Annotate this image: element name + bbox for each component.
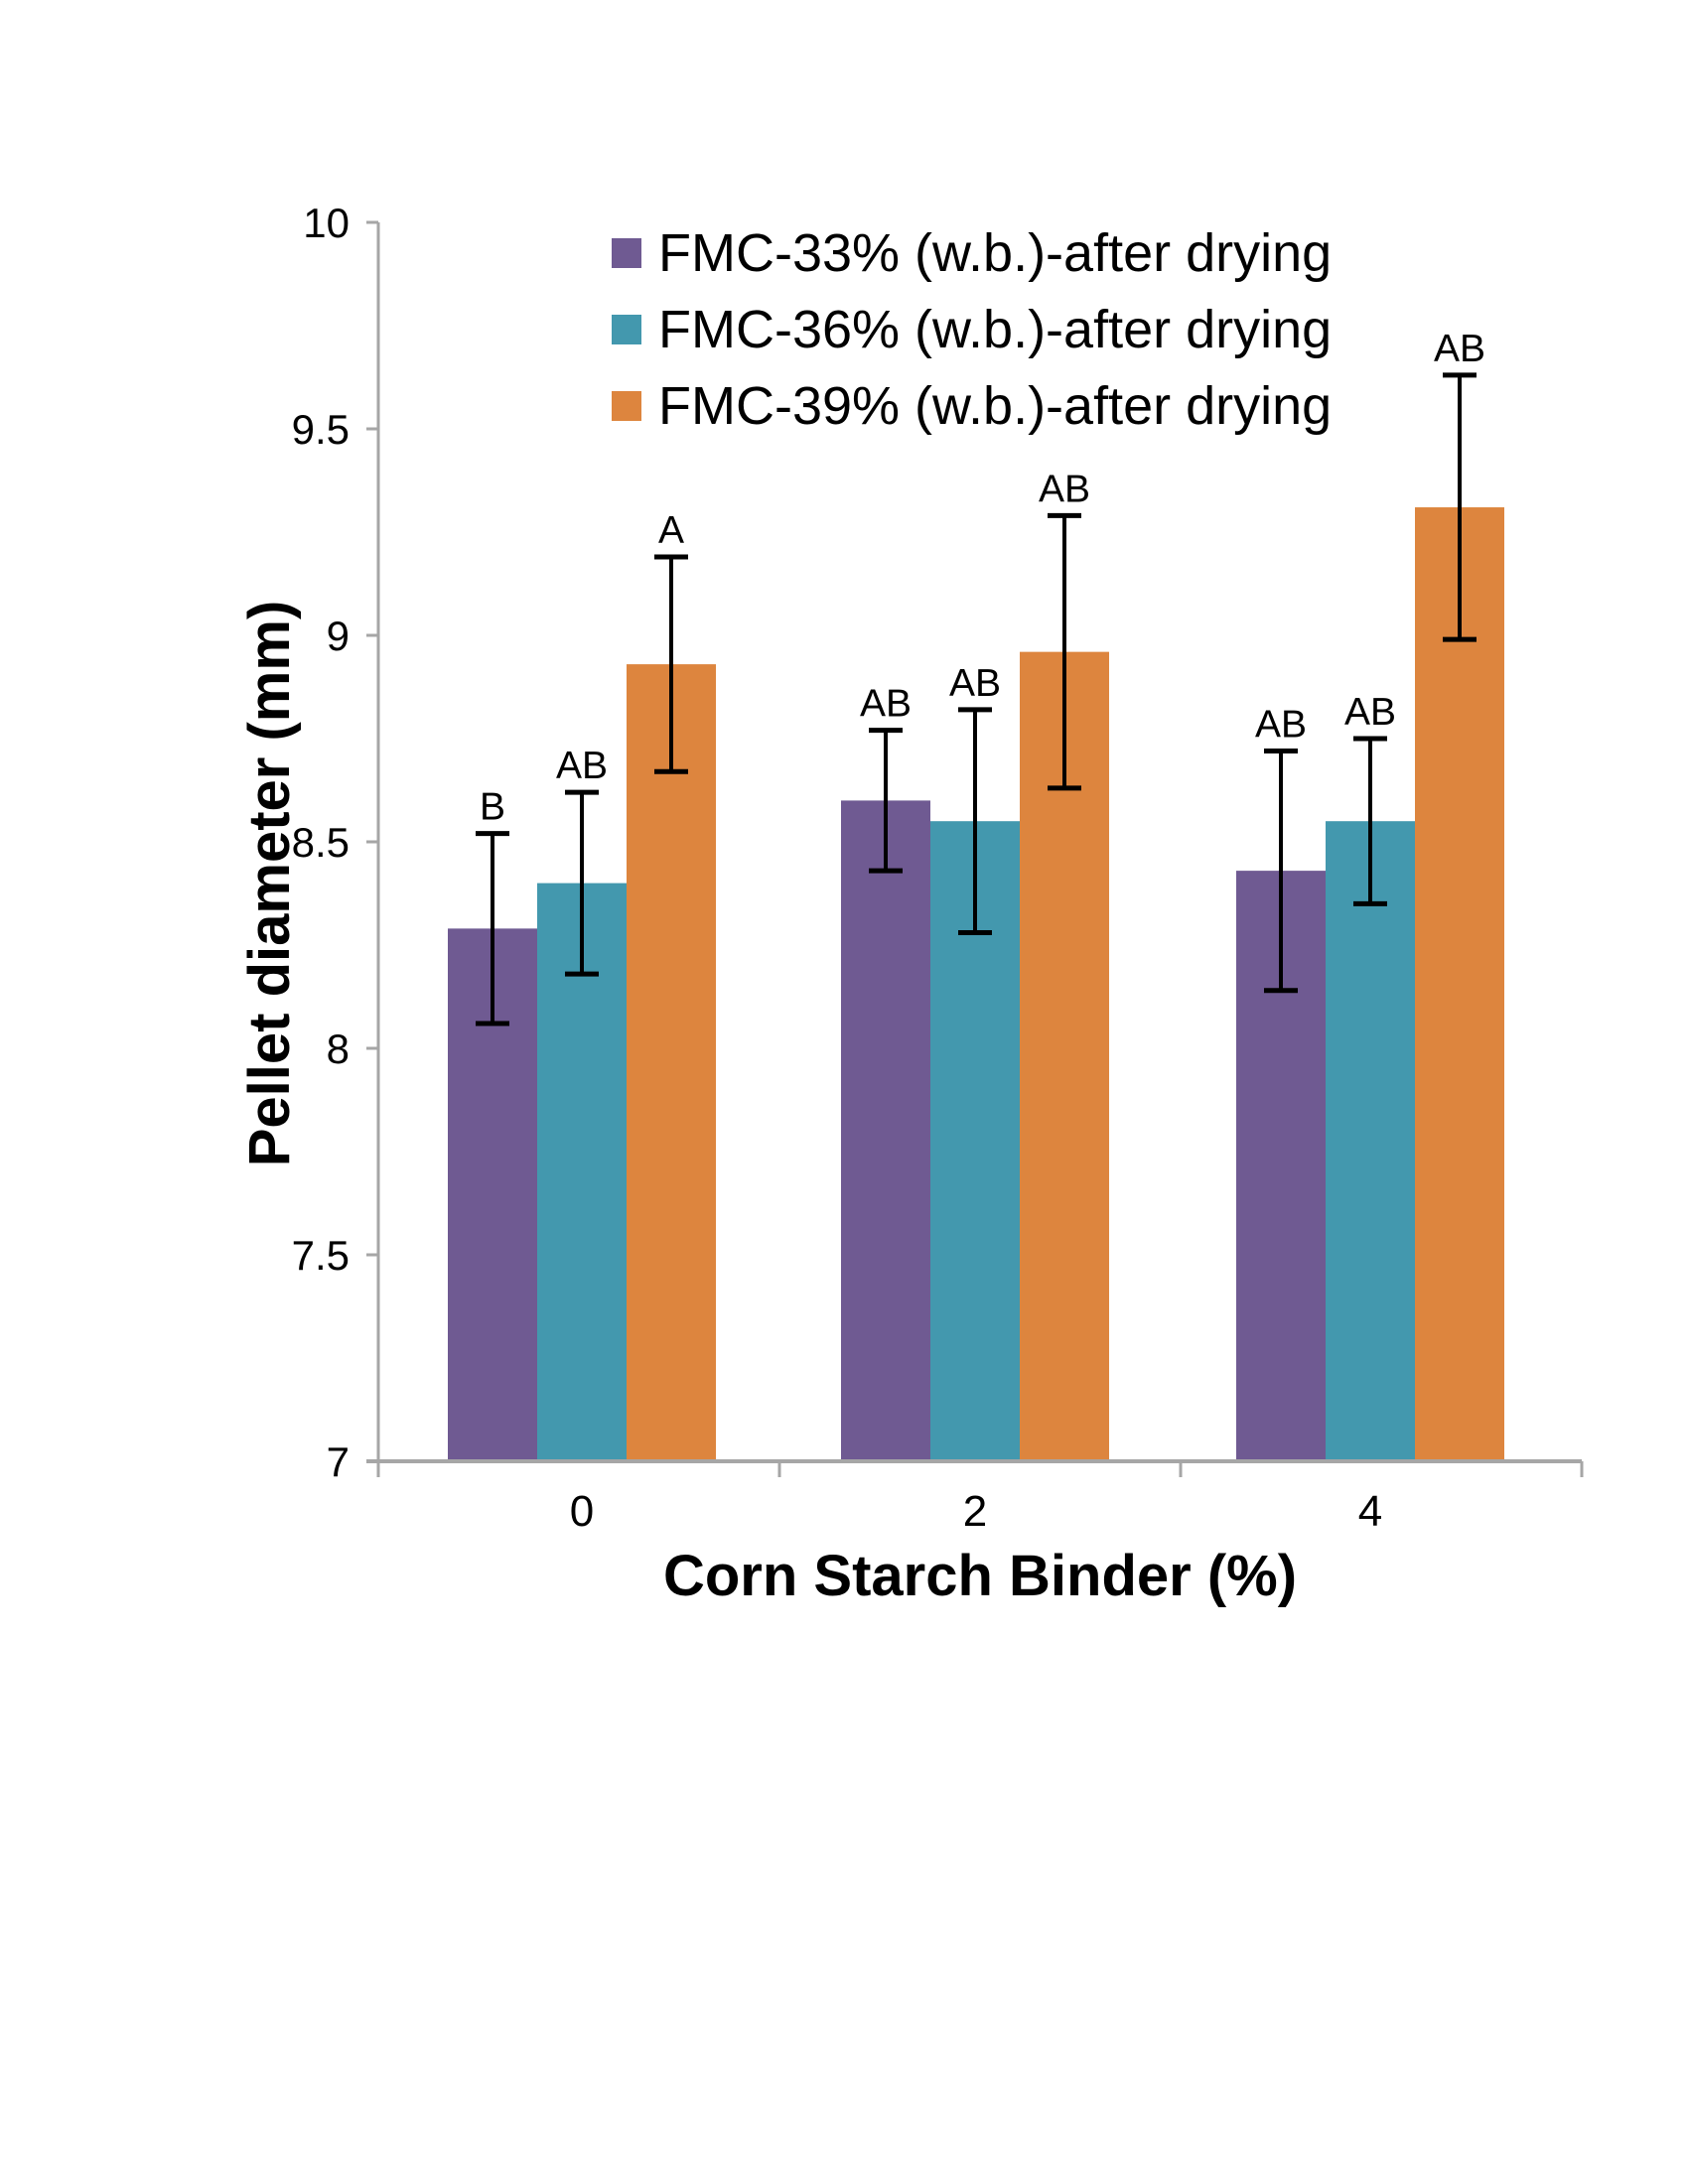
sig-letter: AB — [1255, 703, 1307, 746]
bar-fmc39-cat0 — [627, 664, 716, 1461]
x-category-label: 4 — [1358, 1487, 1382, 1536]
bar-fmc36-cat0 — [537, 883, 627, 1461]
legend-swatch-fmc36 — [612, 314, 641, 344]
legend: FMC-33% (w.b.)-after drying FMC-36% (w.b… — [612, 214, 1332, 444]
x-category-label: 0 — [570, 1487, 594, 1536]
legend-item-fmc36: FMC-36% (w.b.)-after drying — [612, 291, 1332, 367]
sig-letter: AB — [1039, 468, 1090, 510]
x-category-label: 2 — [963, 1487, 987, 1536]
legend-swatch-fmc33 — [612, 237, 641, 268]
sig-letter: B — [480, 786, 505, 829]
bar-fmc36-cat4 — [1326, 821, 1415, 1461]
sig-letter: A — [658, 509, 684, 552]
y-tick-label: 9.5 — [292, 406, 350, 453]
sig-letter: AB — [1434, 328, 1485, 370]
sig-letter: AB — [556, 745, 608, 787]
sig-letter: AB — [949, 662, 1001, 705]
legend-swatch-fmc39 — [612, 390, 641, 421]
legend-label-fmc36: FMC-36% (w.b.)-after drying — [658, 299, 1333, 359]
y-tick-label: 8.5 — [292, 819, 350, 866]
legend-label-fmc33: FMC-33% (w.b.)-after drying — [658, 222, 1333, 283]
sig-letter: AB — [860, 683, 912, 726]
y-axis-title: Pellet diameter (mm) — [237, 600, 302, 1167]
y-tick-label: 8 — [327, 1025, 350, 1072]
y-tick-label: 7.5 — [292, 1232, 350, 1279]
legend-label-fmc39: FMC-39% (w.b.)-after drying — [658, 375, 1333, 436]
legend-item-fmc39: FMC-39% (w.b.)-after drying — [612, 367, 1332, 444]
y-tick-label: 9 — [327, 613, 350, 659]
bar-fmc33-cat2 — [841, 800, 930, 1461]
y-tick-label: 7 — [327, 1438, 350, 1485]
x-axis-title: Corn Starch Binder (%) — [662, 1544, 1298, 1608]
legend-item-fmc33: FMC-33% (w.b.)-after drying — [612, 214, 1332, 291]
y-tick-label: 10 — [303, 200, 350, 246]
sig-letter: AB — [1344, 691, 1396, 734]
bar-fmc39-cat4 — [1415, 507, 1504, 1461]
